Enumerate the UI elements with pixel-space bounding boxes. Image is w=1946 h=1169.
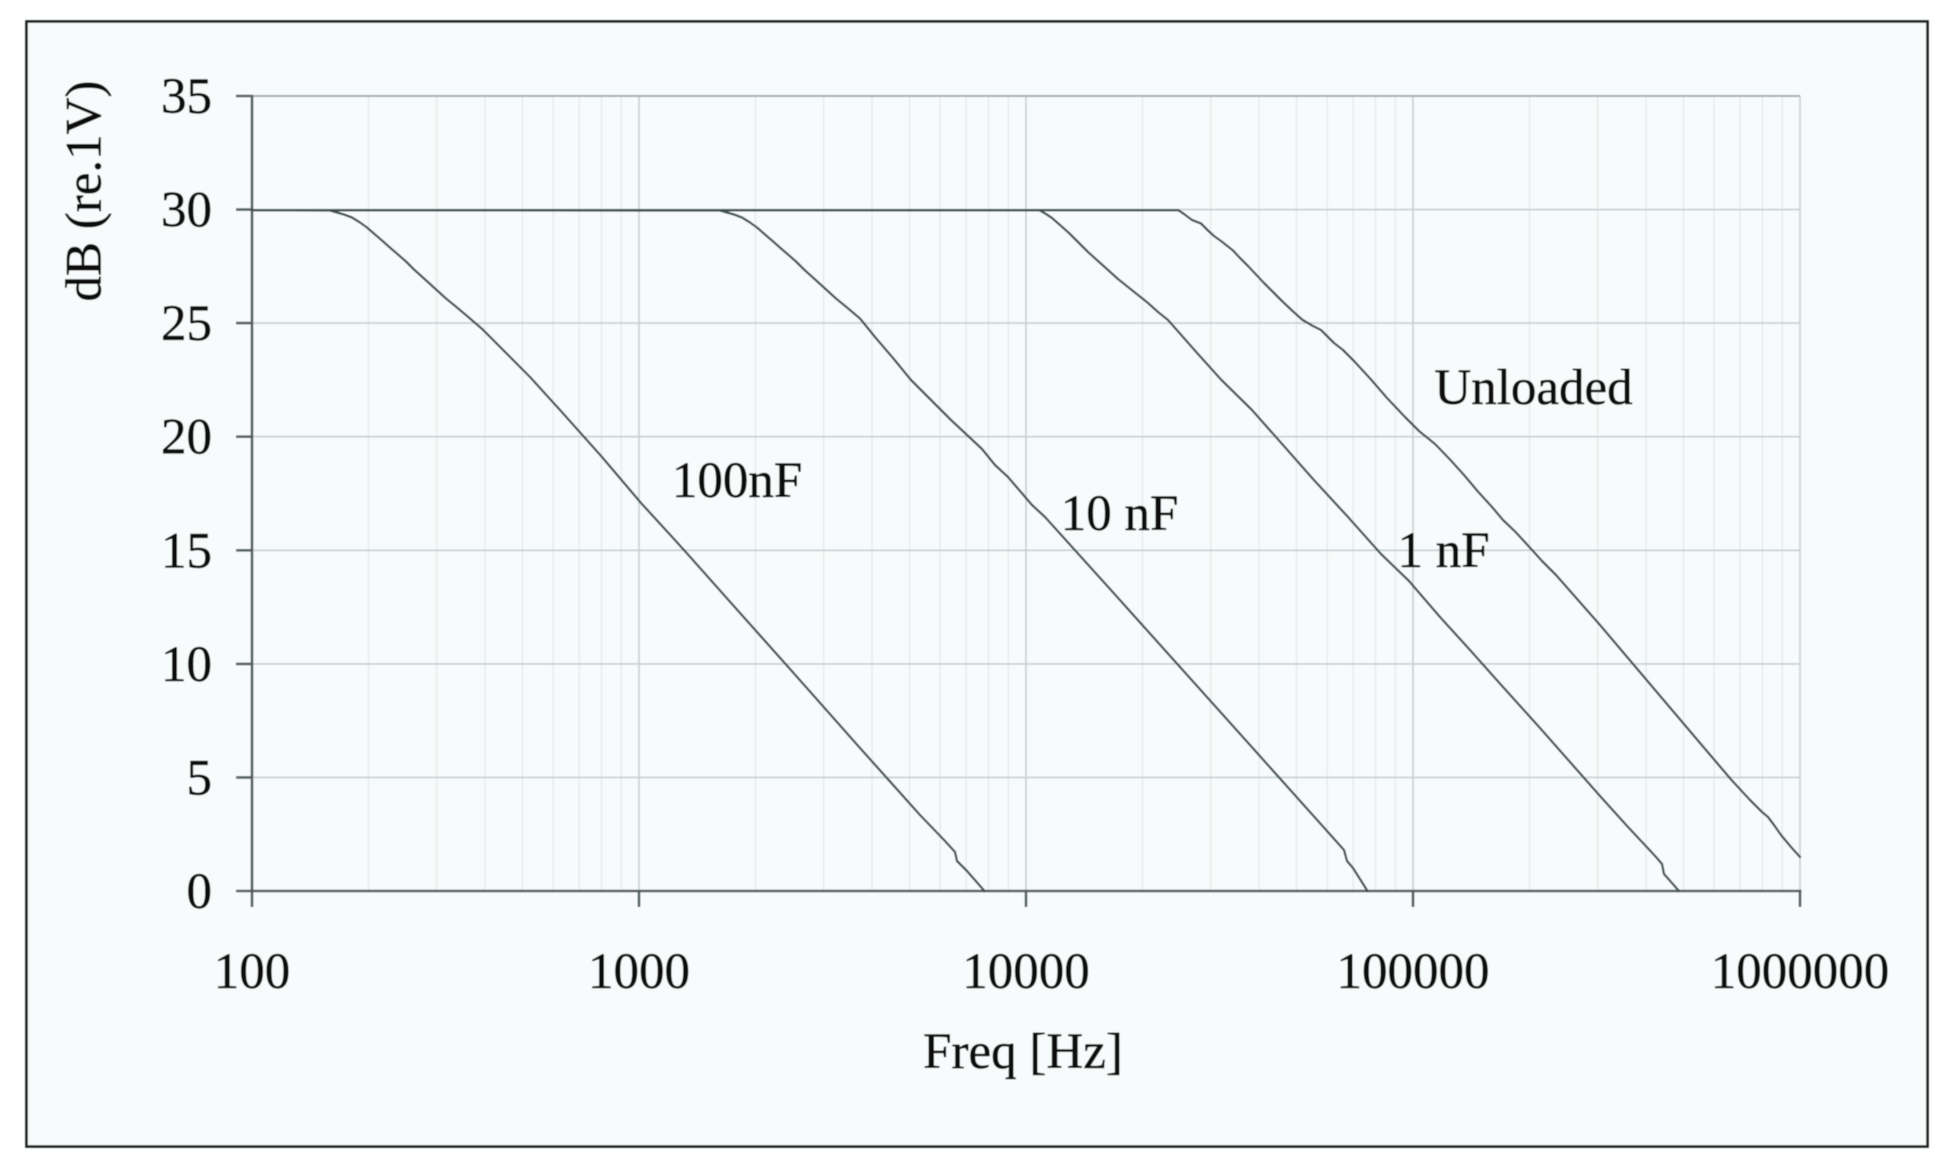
svg-text:0: 0 (187, 864, 213, 920)
svg-text:10 nF: 10 nF (1061, 486, 1179, 542)
svg-text:dB (re.1V): dB (re.1V) (57, 81, 113, 302)
svg-text:100nF: 100nF (672, 453, 802, 509)
svg-text:100: 100 (214, 944, 291, 1000)
svg-text:10000: 10000 (962, 944, 1090, 1000)
svg-text:20: 20 (161, 410, 212, 466)
svg-text:Unloaded: Unloaded (1434, 360, 1632, 416)
svg-text:Freq [Hz]: Freq [Hz] (923, 1024, 1123, 1080)
svg-text:25: 25 (161, 296, 212, 352)
svg-text:1 nF: 1 nF (1397, 523, 1489, 579)
svg-text:15: 15 (161, 523, 212, 579)
svg-text:1000: 1000 (588, 944, 690, 1000)
svg-text:5: 5 (187, 750, 213, 806)
svg-text:1000000: 1000000 (1711, 944, 1890, 1000)
svg-text:10: 10 (161, 637, 212, 693)
svg-text:30: 30 (161, 183, 212, 239)
svg-text:100000: 100000 (1337, 944, 1490, 1000)
svg-text:35: 35 (161, 69, 212, 125)
